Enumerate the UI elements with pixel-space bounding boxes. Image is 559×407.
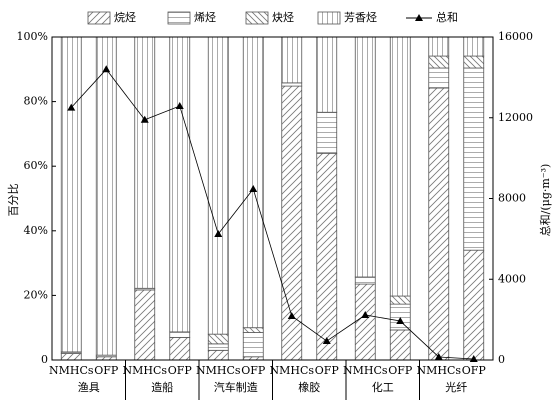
bar-segment xyxy=(207,349,229,361)
total-marker xyxy=(396,317,405,325)
bar-segment xyxy=(242,36,264,329)
bar-segment xyxy=(354,283,376,361)
legend-swatch xyxy=(87,11,111,25)
bar-segment xyxy=(428,55,450,69)
total-marker xyxy=(67,103,76,111)
bar-segment xyxy=(316,152,338,361)
legend-swatch xyxy=(167,11,191,25)
y2-tick-label: 16000 xyxy=(498,30,533,43)
total-marker xyxy=(140,115,149,123)
legend-swatch xyxy=(245,11,269,25)
bar-segment xyxy=(354,276,376,285)
bar-segment xyxy=(389,295,411,305)
group-label: 化工 xyxy=(372,380,394,394)
x-tick-label: NMHCs xyxy=(196,364,241,377)
x-tick-label: NMHCs xyxy=(269,364,314,377)
legend-marker xyxy=(415,14,423,21)
bar-segment xyxy=(95,36,117,356)
legend-label: 炔烃 xyxy=(272,11,294,24)
legend-label: 芳香烃 xyxy=(344,10,377,24)
bar-segment xyxy=(463,36,485,57)
total-line xyxy=(70,68,474,360)
bar-segment xyxy=(428,87,450,361)
y-tick-label: 60% xyxy=(24,159,48,172)
x-tick-label: NMHCs xyxy=(122,364,167,377)
plot-frame xyxy=(51,36,494,361)
bar-segment xyxy=(207,343,229,351)
bar-segment xyxy=(463,249,485,361)
x-tick-label: NMHCs xyxy=(416,364,461,377)
bar-segment xyxy=(316,36,338,113)
total-marker xyxy=(287,311,296,319)
total-marker xyxy=(249,185,258,193)
legend-label: 烷烃 xyxy=(114,10,136,24)
bar-segment xyxy=(463,55,485,69)
x-tick-label: OFP xyxy=(388,364,413,377)
y2-axis-title: 总和/(μg·m⁻³) xyxy=(538,164,552,237)
bar-segment xyxy=(134,36,156,289)
group-label: 橡胶 xyxy=(298,380,320,394)
bar-segment xyxy=(463,67,485,251)
bar-segment xyxy=(207,333,229,345)
x-tick-label: NMHCs xyxy=(343,364,388,377)
bar-segment xyxy=(207,36,229,335)
y-axis-title: 百分比 xyxy=(7,184,20,217)
total-marker xyxy=(102,65,111,73)
x-tick-label: OFP xyxy=(315,364,340,377)
x-tick-label: NMHCs xyxy=(49,364,94,377)
bar-segment xyxy=(281,36,303,84)
group-label: 渔具 xyxy=(78,381,100,394)
y2-tick-label: 12000 xyxy=(498,111,533,124)
group-label: 光纤 xyxy=(445,380,467,394)
bar-segment xyxy=(169,331,191,338)
y2-tick-label: 8000 xyxy=(498,192,526,205)
y-tick-label: 40% xyxy=(24,224,48,237)
bar-segment xyxy=(316,111,338,154)
x-tick-label: OFP xyxy=(94,364,119,377)
y-tick-label: 0 xyxy=(41,353,48,366)
y2-tick-label: 4000 xyxy=(498,272,526,285)
bar-segment xyxy=(354,36,376,278)
x-tick-label: OFP xyxy=(168,364,193,377)
y-tick-label: 100% xyxy=(17,30,48,43)
total-marker xyxy=(361,310,370,318)
x-tick-label: OFP xyxy=(462,364,487,377)
bar-segment xyxy=(134,289,156,361)
y-tick-label: 80% xyxy=(24,95,48,108)
bar-segment xyxy=(428,36,450,57)
x-tick-label: OFP xyxy=(241,364,266,377)
total-marker xyxy=(322,337,331,345)
bar-segment xyxy=(169,336,191,361)
bar-segment xyxy=(60,36,82,353)
bar-segment xyxy=(242,327,264,333)
total-marker xyxy=(434,352,443,360)
legend-label: 烯烃 xyxy=(194,11,216,24)
legend-swatch xyxy=(317,11,341,25)
bar-segment xyxy=(389,36,411,297)
bar-segment xyxy=(60,353,82,361)
group-label: 造船 xyxy=(151,380,173,394)
legend-label: 总和 xyxy=(436,10,458,24)
bar-segment xyxy=(281,82,303,87)
bar-segment xyxy=(242,332,264,358)
bar-segment xyxy=(428,67,450,89)
y2-tick-label: 0 xyxy=(498,353,505,366)
group-label: 汽车制造 xyxy=(214,380,258,394)
bar-segment xyxy=(169,36,191,333)
y-tick-label: 20% xyxy=(24,288,48,301)
total-marker xyxy=(175,102,184,110)
bar-segment xyxy=(389,329,411,361)
total-marker xyxy=(214,230,223,238)
